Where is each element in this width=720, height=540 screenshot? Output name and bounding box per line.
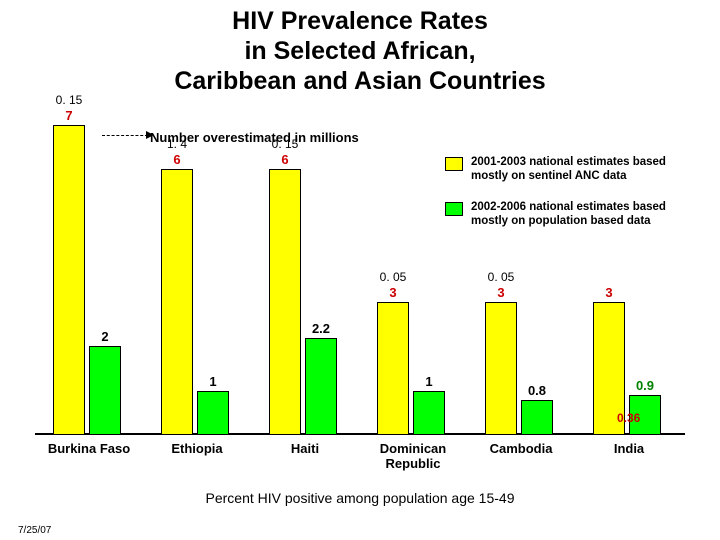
yellow-value-label: 3 bbox=[363, 285, 423, 300]
bar-green bbox=[89, 346, 121, 435]
bar-yellow bbox=[485, 302, 517, 435]
title-line-2: in Selected African, bbox=[244, 37, 475, 65]
category-label: DominicanRepublic bbox=[359, 441, 467, 471]
overestimate-label: 0. 05 bbox=[471, 270, 531, 284]
overestimate-label: 0. 15 bbox=[255, 137, 315, 151]
legend-text-pop: 2002-2006 national estimates based mostl… bbox=[471, 200, 681, 229]
category-label: Burkina Faso bbox=[35, 441, 143, 456]
yellow-value-label: 6 bbox=[255, 152, 315, 167]
legend-text-anc: 2001-2003 national estimates based mostl… bbox=[471, 155, 701, 184]
yellow-value-label: 3 bbox=[471, 285, 531, 300]
green-value-label: 1 bbox=[183, 374, 243, 389]
bar-green bbox=[521, 400, 553, 435]
bar-yellow bbox=[269, 169, 301, 435]
x-axis-caption: Percent HIV positive among population ag… bbox=[0, 490, 720, 506]
bar-green bbox=[305, 338, 337, 435]
legend-swatch-green bbox=[445, 202, 463, 216]
green-value-label: 0.9 bbox=[615, 378, 675, 393]
bar-green bbox=[413, 391, 445, 435]
india-extra-value: 0.36 bbox=[617, 411, 640, 425]
category-label: India bbox=[575, 441, 683, 456]
yellow-value-label: 3 bbox=[579, 285, 639, 300]
bar-yellow bbox=[53, 125, 85, 435]
green-value-label: 1 bbox=[399, 374, 459, 389]
category-label: Cambodia bbox=[467, 441, 575, 456]
legend-swatch-yellow bbox=[445, 157, 463, 171]
yellow-value-label: 6 bbox=[147, 152, 207, 167]
bar-yellow bbox=[161, 169, 193, 435]
chart-title: HIV Prevalence Rates in Selected African… bbox=[0, 6, 720, 96]
bar-yellow bbox=[377, 302, 409, 435]
overestimate-label: 1. 4 bbox=[147, 137, 207, 151]
category-label: Ethiopia bbox=[143, 441, 251, 456]
bar-green bbox=[197, 391, 229, 435]
green-value-label: 2.2 bbox=[291, 321, 351, 336]
x-axis bbox=[35, 433, 685, 435]
footer-date: 7/25/07 bbox=[18, 525, 51, 536]
overestimate-label: 0. 05 bbox=[363, 270, 423, 284]
yellow-value-label: 7 bbox=[39, 108, 99, 123]
green-value-label: 2 bbox=[75, 329, 135, 344]
title-line-1: HIV Prevalence Rates bbox=[232, 7, 488, 35]
title-line-3: Caribbean and Asian Countries bbox=[174, 67, 545, 95]
green-value-label: 0.8 bbox=[507, 383, 567, 398]
category-label: Haiti bbox=[251, 441, 359, 456]
overestimate-label: 0. 15 bbox=[39, 93, 99, 107]
